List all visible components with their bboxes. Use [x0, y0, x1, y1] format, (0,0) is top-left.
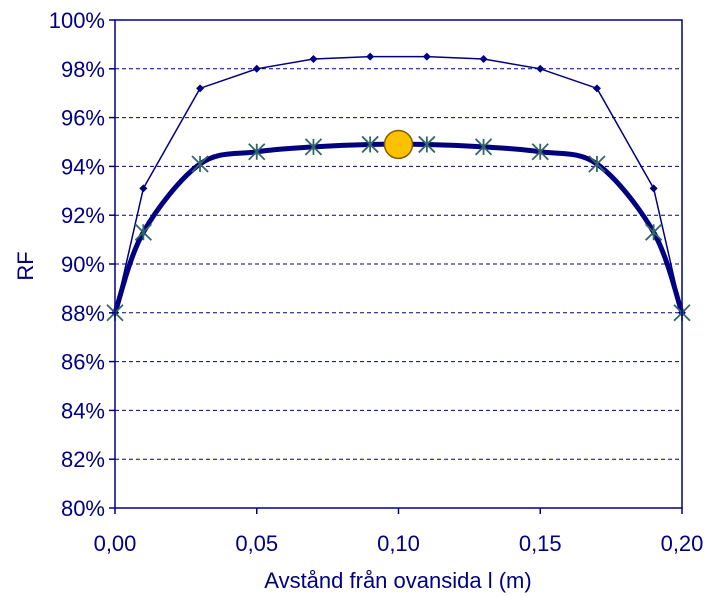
highlight-point [383, 129, 414, 160]
x-tick-label: 0,10 [377, 531, 420, 556]
x-tick-label: 0,00 [94, 531, 137, 556]
series-lower-point [361, 135, 379, 154]
series-upper-point [422, 52, 431, 61]
y-tick-label: 90% [61, 252, 105, 277]
y-tick-label: 98% [61, 57, 105, 82]
series-upper-point [139, 184, 148, 193]
series-lower-point [645, 223, 663, 241]
y-tick-labels: 80% 82% 84% 86% 88% 90% 92% 94% 96% 98% 100% [49, 8, 115, 521]
highlight-point-group [383, 129, 414, 160]
series-upper-point [196, 84, 205, 93]
y-tick-label: 88% [61, 301, 105, 326]
series-lower-point [191, 155, 209, 173]
series-upper-point [649, 184, 658, 193]
y-tick-label: 92% [61, 203, 105, 228]
x-tick-labels: 0,00 0,05 0,10 0,15 0,20 [94, 508, 704, 556]
y-tick-label: 80% [61, 496, 105, 521]
x-tick-label: 0,15 [519, 531, 562, 556]
y-tick-label: 100% [49, 8, 105, 33]
series-lower-point [418, 135, 436, 154]
series-upper-point [252, 64, 261, 73]
series-upper-point [536, 64, 545, 73]
series-upper-point [592, 84, 601, 93]
series-lower-point [588, 155, 606, 173]
y-tick-label: 96% [61, 106, 105, 131]
x-axis-title: Avstånd från ovansida l (m) [264, 568, 531, 593]
series-lower-point [531, 143, 549, 161]
grid-lines [115, 68, 682, 460]
y-axis-title: RF [13, 251, 38, 280]
series-lower-point [474, 138, 493, 156]
y-tick-label: 84% [61, 398, 105, 423]
series-upper-point [309, 55, 318, 64]
series-lower-point [304, 138, 323, 156]
y-tick-label: 94% [61, 154, 105, 179]
series-lower-point [248, 143, 266, 161]
series-upper-line [114, 55, 683, 313]
x-tick-label: 0,05 [235, 531, 278, 556]
series-upper-point [366, 52, 375, 61]
series-upper-point [479, 55, 488, 64]
y-tick-label: 86% [61, 350, 105, 375]
x-tick-label: 0,20 [661, 531, 704, 556]
y-tick-label: 82% [61, 447, 105, 472]
series-lower-point [134, 223, 152, 241]
